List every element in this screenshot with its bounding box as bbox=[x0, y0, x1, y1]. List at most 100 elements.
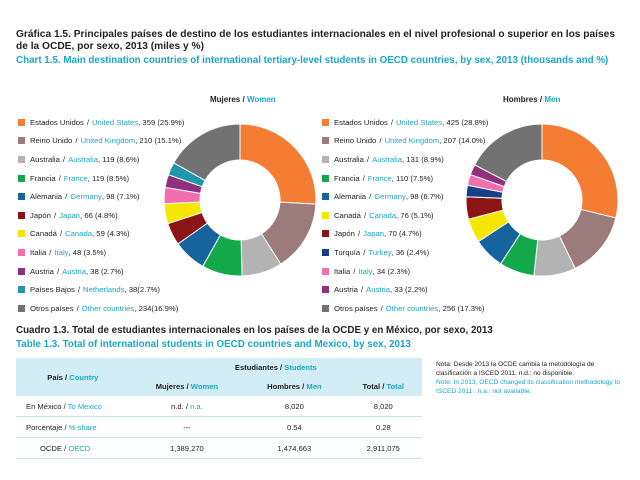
legend-swatch bbox=[322, 155, 329, 163]
legend-label-en: United Kingdom bbox=[384, 136, 440, 146]
row-label-sep: / bbox=[64, 443, 67, 453]
women-title-es: Mujeres bbox=[210, 95, 241, 104]
legend-item: Francia / France, 119 (8.5%) bbox=[18, 169, 184, 188]
women-column-header: Mujeres / Women bbox=[129, 377, 245, 396]
legend-separator: / bbox=[390, 117, 393, 127]
legend-item: Reino Unido / United Kingdom, 207 (14.0%) bbox=[322, 132, 488, 151]
legend-label-es: Japón bbox=[30, 210, 51, 220]
donut-slice bbox=[541, 123, 619, 219]
legend-label-es: Otros países bbox=[334, 303, 378, 313]
legend-item: Italia / Italy, 48 (3.5%) bbox=[18, 243, 184, 262]
table-title-en: Table 1.3. Total of international studen… bbox=[16, 339, 411, 350]
legend-label-en: Japan bbox=[59, 210, 81, 220]
women-col-sep: / bbox=[186, 382, 189, 391]
legend-value: , 34 (2.3%) bbox=[372, 266, 411, 276]
chart-title-en: Chart 1.5. Main destination countries of… bbox=[16, 55, 609, 66]
legend-label-es: Australia bbox=[334, 154, 364, 164]
legend-separator: / bbox=[86, 117, 89, 127]
note-en: Note: In 2013, OECD changed its classifi… bbox=[436, 379, 620, 395]
legend-label-en: United States bbox=[91, 117, 139, 127]
legend-separator: / bbox=[65, 192, 68, 202]
legend-label-en: Canada bbox=[369, 210, 397, 220]
legend-label-en: Japan bbox=[363, 229, 385, 239]
legend-item: Australia / Australia, 131 (8.9%) bbox=[322, 150, 488, 169]
legend-label-es: Países Bajos bbox=[30, 285, 75, 295]
country-header-es: País bbox=[47, 372, 63, 382]
donut-slice bbox=[173, 123, 241, 182]
men-col-en: Men bbox=[306, 382, 322, 391]
legend-separator: / bbox=[49, 247, 52, 257]
total-col-es: Total bbox=[362, 382, 381, 391]
students-header-es: Estudiantes bbox=[234, 363, 278, 372]
legend-swatch bbox=[18, 230, 25, 238]
legend-item: Otros países / Other countries, 234(16.9%) bbox=[18, 299, 184, 318]
legend-value: , 98 (6.7%) bbox=[405, 192, 444, 202]
legend-separator: / bbox=[362, 173, 365, 183]
men-cell: 1,474,663 bbox=[244, 437, 345, 459]
legend-label-es: Reino Unido bbox=[334, 136, 377, 146]
legend-label-es: Estados Unidos bbox=[334, 117, 388, 127]
row-label-sep: / bbox=[64, 422, 67, 432]
donut-slice bbox=[239, 123, 317, 205]
legend-separator: / bbox=[353, 266, 356, 276]
women-col-en: Women bbox=[190, 382, 219, 391]
students-header-sep: / bbox=[280, 363, 283, 372]
women-value: n.d. bbox=[171, 401, 184, 411]
legend-separator: / bbox=[59, 229, 63, 239]
students-header-en: Students bbox=[284, 363, 317, 372]
men-column-header: Hombres / Men bbox=[244, 377, 345, 396]
legend-label-es: Turquía bbox=[334, 247, 361, 257]
legend-label-en: Germany bbox=[374, 192, 406, 202]
men-donut-chart bbox=[465, 123, 619, 277]
legend-separator: / bbox=[76, 303, 79, 313]
women-cell: 1,389,270 bbox=[129, 437, 245, 459]
legend-label-en: United Kingdom bbox=[80, 136, 136, 146]
legend-item: Alemania / Germany, 98 (7.1%) bbox=[18, 187, 184, 206]
legend-label-es: Reino Unido bbox=[30, 136, 73, 146]
legend-value: , 256 (17.3%) bbox=[438, 303, 485, 313]
legend-value: , 59 (4.3%) bbox=[92, 229, 130, 239]
women-legend: Estados Unidos / United States, 359 (25.9%… bbox=[18, 113, 184, 318]
row-label-sep: / bbox=[63, 401, 66, 411]
legend-label-en: Netherlands bbox=[83, 285, 125, 295]
legend-label-es: Australia bbox=[30, 154, 60, 164]
legend-swatch bbox=[322, 174, 329, 182]
legend-item: Canadá / Canada, 59 (4.3%) bbox=[18, 225, 184, 244]
legend-label-en: Other countries bbox=[385, 303, 439, 313]
legend-value: , 119 (8.6%) bbox=[97, 154, 140, 164]
legend-swatch bbox=[18, 267, 25, 275]
legend-item: Canadá / Canada, 76 (5.1%) bbox=[322, 206, 488, 225]
legend-label-es: Alemania bbox=[30, 192, 63, 202]
row-label-en: OECD bbox=[68, 443, 91, 453]
legend-label-es: Austria bbox=[334, 285, 358, 295]
men-title-en: Men bbox=[544, 95, 561, 104]
legend-swatch bbox=[322, 137, 329, 145]
students-table: País / Country Estudiantes / Students Mu… bbox=[16, 358, 422, 459]
legend-value: , 234(16.9%) bbox=[134, 303, 179, 313]
legend-item: Países Bajos / Netherlands, 38(2.7%) bbox=[18, 280, 184, 299]
legend-value: , 119 (8.5%) bbox=[87, 173, 130, 183]
country-header-en: Country bbox=[69, 372, 99, 382]
legend-swatch bbox=[18, 174, 25, 182]
legend-swatch bbox=[322, 230, 329, 238]
men-col-sep: / bbox=[302, 382, 305, 391]
legend-swatch bbox=[18, 118, 25, 126]
legend-swatch bbox=[322, 248, 329, 256]
legend-value: , 76 (5.1%) bbox=[396, 210, 434, 220]
legend-label-es: Otros países bbox=[30, 303, 74, 313]
men-legend: Estados Unidos / United States, 425 (28.8%… bbox=[322, 113, 488, 318]
legend-label-en: Turkey bbox=[368, 247, 392, 257]
legend-label-en: France bbox=[367, 173, 392, 183]
row-label-en: To Mexico bbox=[67, 401, 102, 411]
donut-slice bbox=[473, 123, 543, 183]
legend-value: , 66 (4.8%) bbox=[80, 210, 118, 220]
row-label: OCDE / OECD bbox=[16, 437, 130, 459]
legend-item: Austria / Austria, 33 (2.2%) bbox=[322, 280, 488, 299]
legend-item: Estados Unidos / United States, 425 (28.8%… bbox=[322, 113, 488, 132]
table-note: Nota: Desde 2013 la OCDE cambia la metod… bbox=[436, 360, 626, 396]
total-col-sep: / bbox=[382, 382, 385, 391]
women-value-en: n.a. bbox=[190, 401, 203, 411]
women-title-en: Women bbox=[246, 95, 276, 104]
legend-separator: / bbox=[363, 210, 367, 220]
legend-separator: / bbox=[380, 303, 383, 313]
